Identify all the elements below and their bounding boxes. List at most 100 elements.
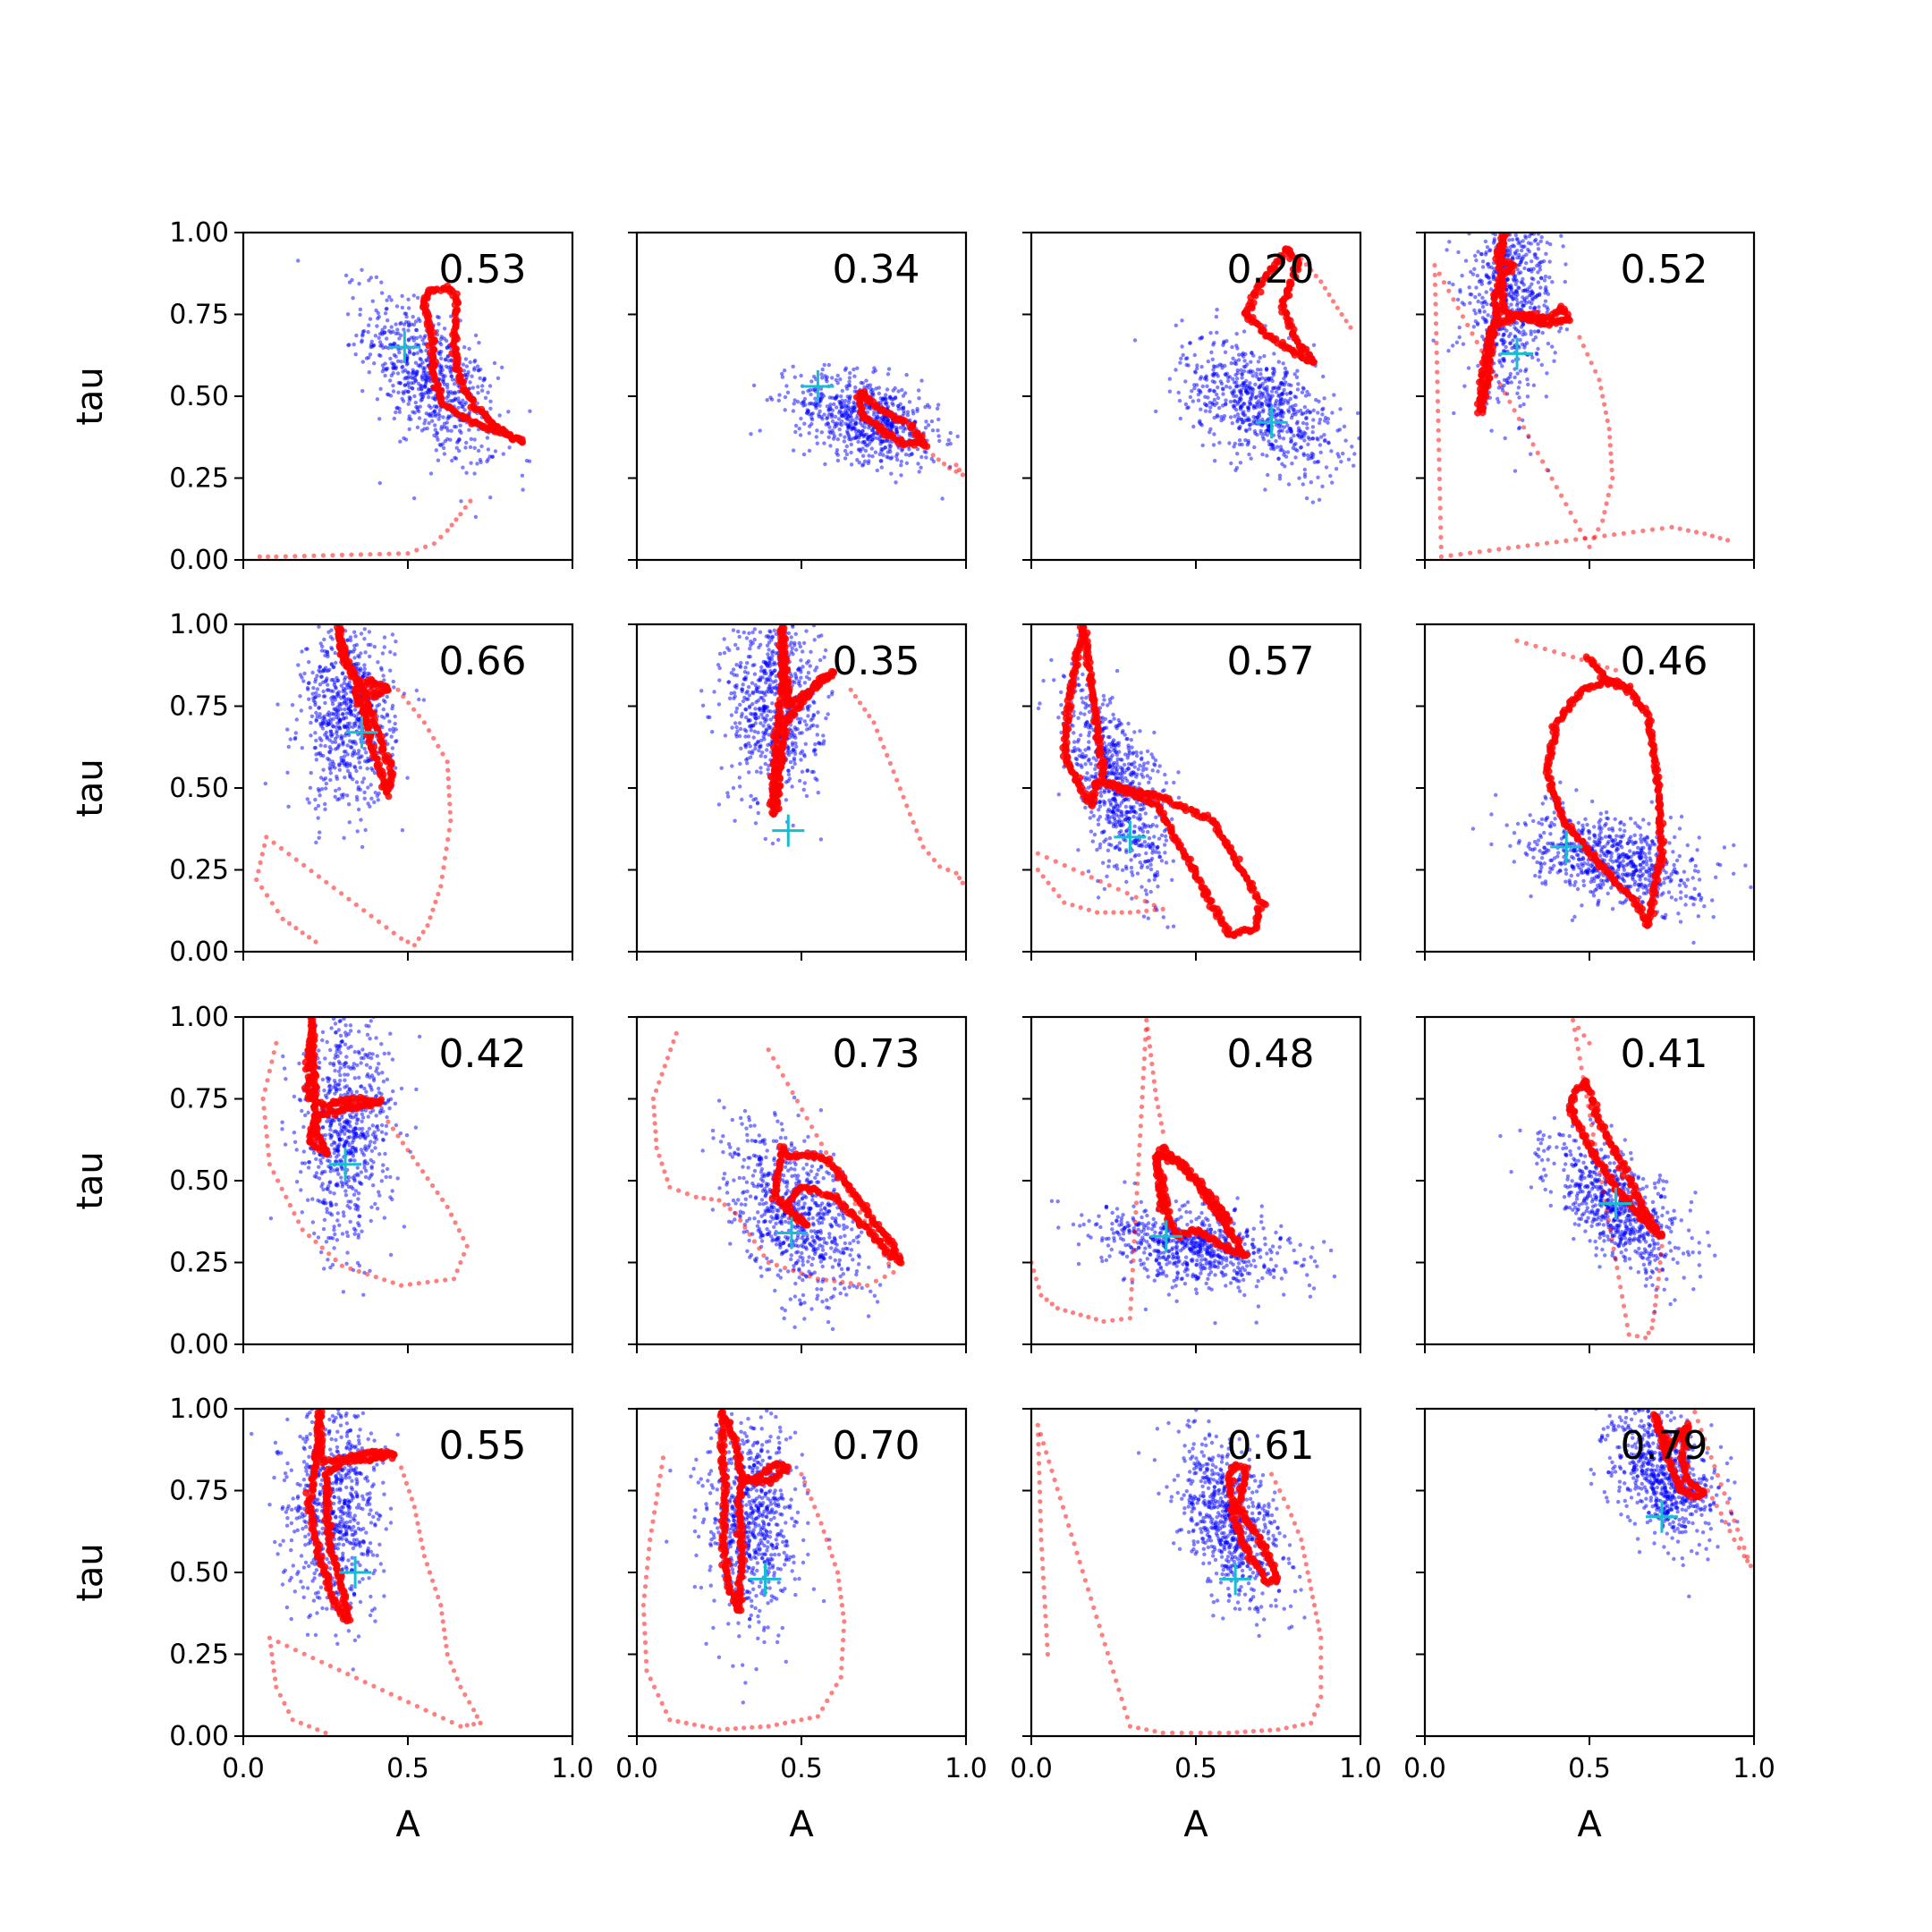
cloud-point <box>1216 374 1220 378</box>
cloud-point <box>758 428 762 433</box>
cloud-point <box>911 409 915 413</box>
cloud-point <box>424 358 428 362</box>
cloud-point <box>1224 371 1230 376</box>
cloud-point <box>1537 305 1541 309</box>
cloud-point <box>327 758 332 762</box>
cloud-point <box>413 319 419 324</box>
cloud-point <box>316 803 321 809</box>
cloud-point <box>1516 241 1521 246</box>
cloud-point <box>462 408 467 412</box>
tail-point <box>1497 382 1503 387</box>
cloud-point <box>768 395 773 400</box>
cloud-point <box>767 733 771 737</box>
tail-point <box>264 893 270 898</box>
tail-point <box>1589 360 1594 366</box>
cloud-point <box>472 437 477 442</box>
cloud-point <box>367 278 371 283</box>
cloud-point <box>334 589 337 593</box>
cloud-point <box>1521 254 1526 258</box>
cloud-point <box>1447 240 1452 244</box>
cloud-point <box>334 715 339 720</box>
tail-point <box>445 836 451 843</box>
cloud-point <box>368 672 372 676</box>
cloud-point <box>1304 416 1309 421</box>
cloud-point <box>1489 227 1493 231</box>
cloud-point <box>850 428 854 432</box>
cloud-point <box>948 430 953 436</box>
tail-point <box>1600 394 1606 399</box>
cloud-point <box>1494 227 1497 231</box>
cloud-point <box>883 438 887 444</box>
cloud-point <box>1188 341 1192 345</box>
cloud-point <box>809 379 814 384</box>
cloud-point <box>350 277 354 283</box>
cloud-point <box>1323 419 1327 423</box>
cloud-point <box>1302 467 1308 472</box>
cloud-point <box>1525 394 1530 399</box>
cloud-point <box>1488 287 1494 292</box>
tail-point <box>292 554 298 559</box>
cloud-point <box>1515 249 1520 253</box>
cloud-point <box>307 697 311 701</box>
cloud-point <box>1483 239 1488 244</box>
cloud-point <box>1542 258 1546 264</box>
cloud-point <box>1260 382 1265 386</box>
cloud-point <box>1265 453 1269 458</box>
cloud-point <box>1263 487 1267 492</box>
cloud-point <box>1563 279 1568 284</box>
cloud-point <box>366 330 370 335</box>
cloud-point <box>1544 251 1548 256</box>
cloud-point <box>396 331 401 335</box>
cloud-point <box>325 736 329 741</box>
cloud-point <box>1224 402 1228 407</box>
cloud-point <box>1514 320 1520 326</box>
cloud-point <box>1267 400 1272 404</box>
cloud-point <box>1247 418 1252 422</box>
cloud-point <box>470 386 475 390</box>
cloud-point <box>1245 405 1250 410</box>
cloud-point <box>759 665 764 670</box>
cloud-point <box>815 441 819 445</box>
cloud-point <box>1506 380 1511 386</box>
cloud-point <box>1181 352 1185 358</box>
cloud-point <box>403 311 409 316</box>
cloud-point <box>428 471 434 476</box>
cloud-point <box>1228 386 1233 390</box>
cloud-point <box>1183 402 1189 407</box>
trajectory-point <box>469 395 477 403</box>
cloud-point <box>1509 302 1513 307</box>
cloud-point <box>1258 411 1262 415</box>
cloud-point <box>1555 226 1558 230</box>
cloud-point <box>1277 384 1282 388</box>
cloud-point <box>1510 208 1513 211</box>
cloud-point <box>313 807 318 811</box>
cloud-point <box>1258 372 1263 377</box>
cloud-point <box>360 844 365 850</box>
cloud-point <box>1519 300 1524 305</box>
cloud-point <box>382 678 386 682</box>
cloud-point <box>1523 233 1528 239</box>
cloud-point <box>1302 438 1307 443</box>
cloud-point <box>483 395 488 400</box>
cloud-point <box>1228 415 1233 419</box>
cloud-point <box>359 651 363 656</box>
tail-point <box>1717 536 1723 541</box>
cloud-point <box>1208 331 1213 335</box>
cloud-point <box>456 399 462 404</box>
cloud-point <box>737 775 741 780</box>
cloud-point <box>412 394 417 399</box>
cloud-point <box>838 433 843 437</box>
cloud-point <box>1507 238 1512 242</box>
cloud-point <box>327 750 332 754</box>
tail-point <box>1435 389 1440 394</box>
cloud-point <box>334 788 338 793</box>
cloud-point <box>383 699 387 704</box>
tail-point <box>399 936 404 941</box>
cloud-point <box>1504 216 1507 220</box>
cloud-point <box>1304 421 1309 427</box>
cloud-point <box>318 682 323 687</box>
cloud-point <box>325 688 330 692</box>
cloud-point <box>1176 390 1181 395</box>
tail-point <box>1433 292 1438 297</box>
